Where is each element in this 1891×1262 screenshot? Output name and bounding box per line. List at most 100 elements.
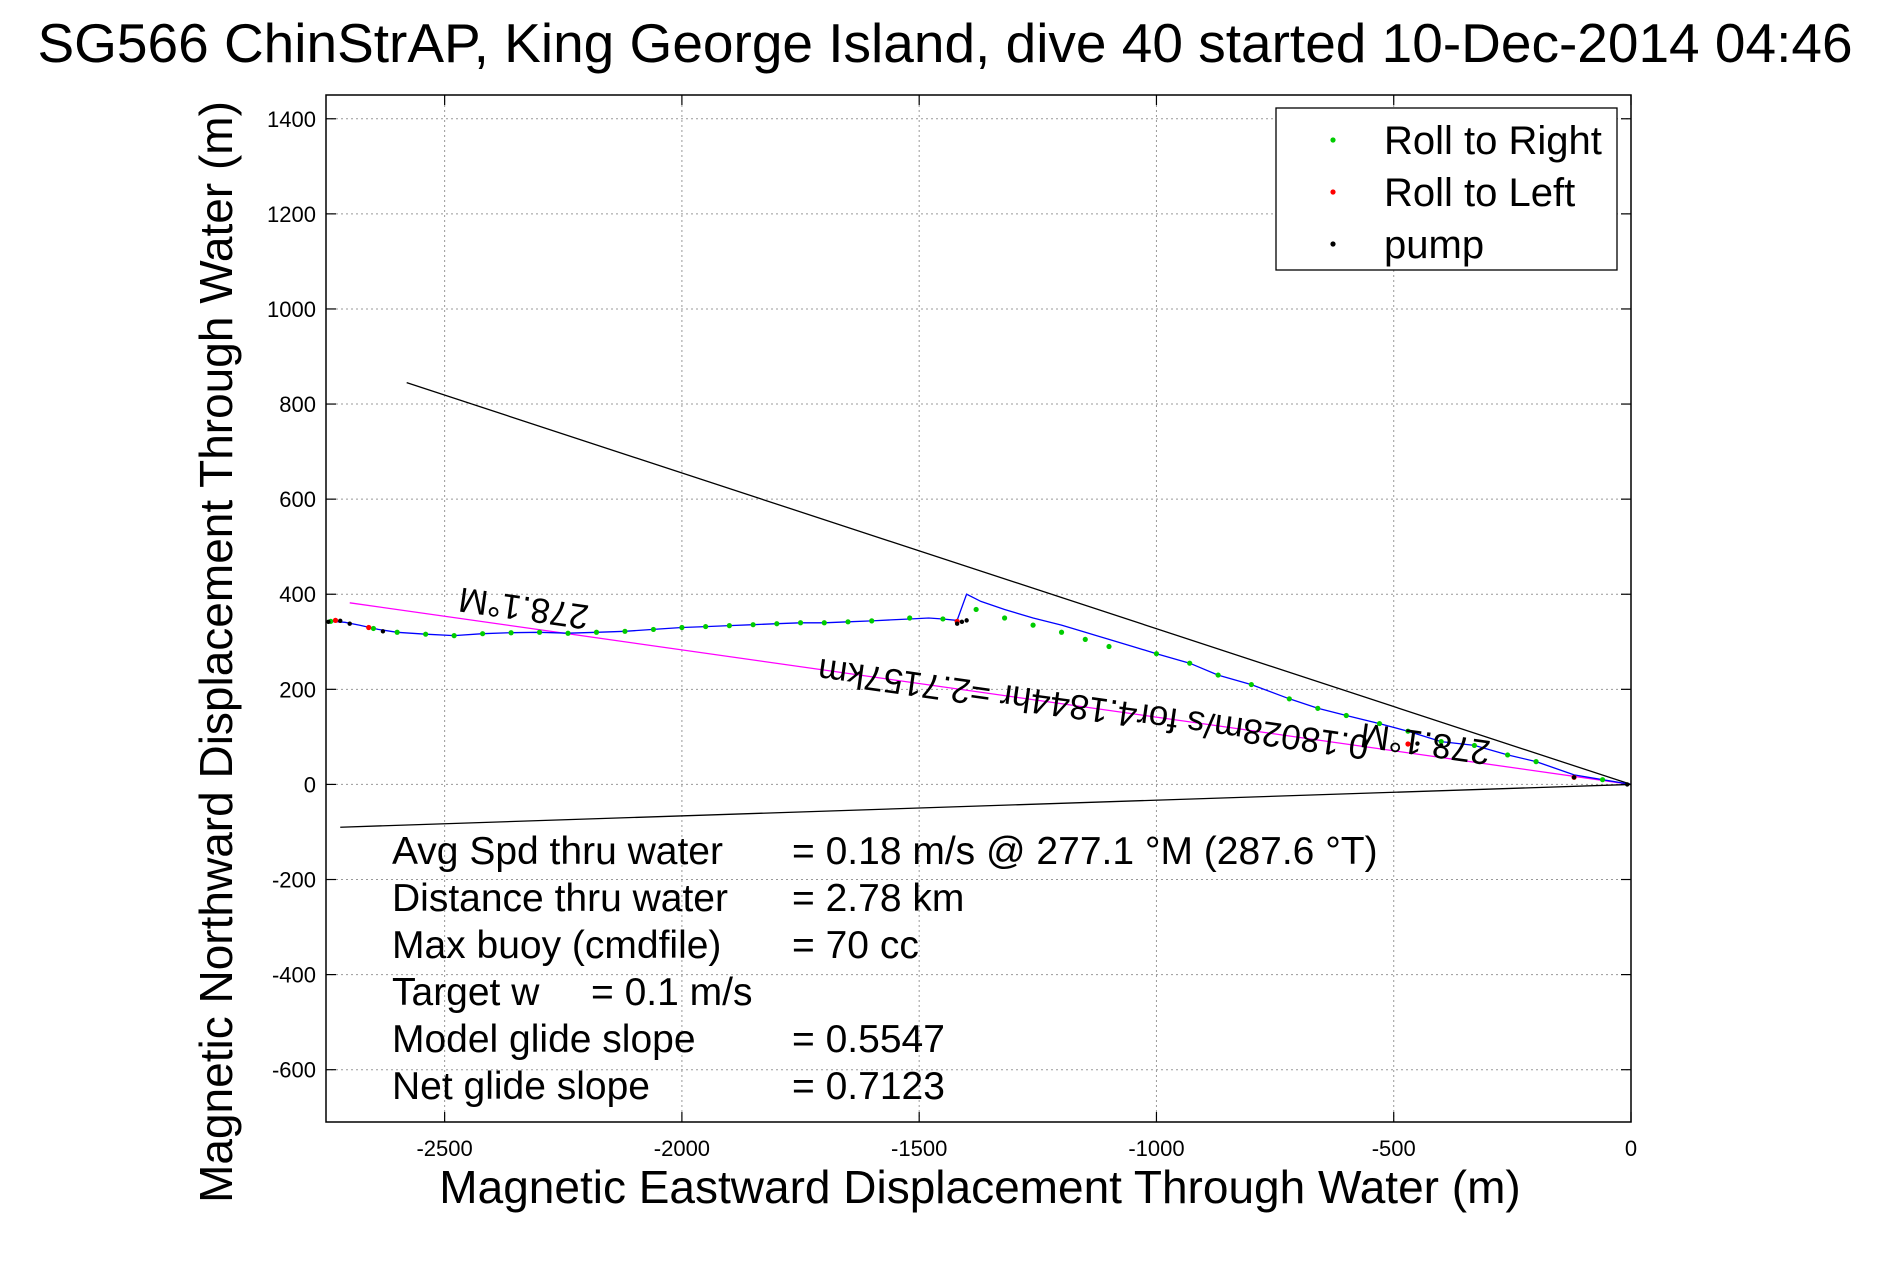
legend-marker bbox=[1330, 189, 1336, 195]
pump-marker bbox=[959, 619, 965, 625]
roll-to-right-marker bbox=[1438, 739, 1444, 745]
roll-to-right-marker bbox=[679, 624, 685, 631]
roll-to-right-marker bbox=[821, 620, 827, 626]
roll-to-right-marker bbox=[593, 629, 600, 635]
roll-to-left-marker bbox=[366, 624, 372, 631]
glider-track-line bbox=[325, 593, 1632, 786]
y-axis-ticks: -600 -400 -200 0 200 400 600 800 1000 1200 1400 bbox=[267, 107, 1631, 1083]
roll-to-right-marker bbox=[869, 618, 875, 624]
heading-annotation-label: 278.1°M bbox=[1358, 715, 1493, 772]
y-tick-label: 0 bbox=[304, 772, 316, 797]
roll-to-right-marker bbox=[1002, 615, 1008, 621]
x-axis-ticks: -2500 -2000 -1500 -1000 -500 0 bbox=[416, 95, 1637, 1161]
roll-to-right-marker bbox=[1533, 758, 1539, 765]
chart-title: SG566 ChinStrAP, King George Island, div… bbox=[37, 12, 1852, 74]
roll-to-right-marker bbox=[394, 629, 400, 635]
roll-to-right-marker bbox=[451, 633, 457, 639]
roll-to-right-marker bbox=[622, 628, 628, 634]
y-tick-label: 600 bbox=[279, 487, 316, 512]
roll-to-left-marker bbox=[1405, 741, 1411, 747]
pump-marker bbox=[954, 621, 960, 626]
x-tick-label: -1500 bbox=[891, 1136, 947, 1161]
roll-to-right-markers bbox=[328, 606, 1606, 783]
legend-entry-label: Roll to Right bbox=[1384, 119, 1602, 163]
roll-to-right-marker bbox=[973, 606, 979, 613]
heading-annotation-label: 278.1°M bbox=[456, 580, 591, 637]
stat-value: = 0.7123 bbox=[792, 1065, 945, 1108]
plot-area-frame bbox=[325, 94, 1632, 1123]
y-tick-label: -400 bbox=[272, 963, 316, 988]
pump-marker bbox=[326, 619, 331, 625]
pump-marker bbox=[1438, 743, 1444, 748]
y-axis-title: Magnetic Northward Displacement Through … bbox=[190, 101, 242, 1203]
stat-value: = 70 cc bbox=[792, 924, 919, 967]
heading-annotation-label: 0.18028m/s for4.1844hr =2.7157km bbox=[815, 651, 1371, 767]
roll-to-right-marker bbox=[703, 623, 709, 630]
roll-to-right-marker bbox=[1376, 720, 1383, 727]
pump-marker bbox=[1571, 775, 1577, 780]
legend-marker bbox=[1330, 241, 1336, 247]
roll-to-right-marker bbox=[1058, 629, 1065, 635]
dive-stats-block: Avg Spd thru water = 0.18 m/s @ 277.1 °M … bbox=[392, 830, 1378, 1108]
stat-label: Avg Spd thru water bbox=[392, 830, 723, 873]
roll-to-right-marker bbox=[907, 615, 913, 621]
roll-to-right-marker bbox=[797, 620, 804, 626]
roll-to-right-marker bbox=[774, 621, 780, 627]
roll-to-right-marker bbox=[1471, 742, 1477, 749]
legend: Roll to Right Roll to Left pump bbox=[1275, 107, 1618, 271]
roll-to-right-marker bbox=[370, 625, 377, 632]
roll-to-right-marker bbox=[1153, 651, 1160, 657]
x-tick-label: -2500 bbox=[416, 1136, 472, 1161]
stat-label: Target w bbox=[392, 971, 540, 1014]
roll-to-right-marker bbox=[1215, 672, 1221, 678]
y-tick-label: -200 bbox=[272, 868, 316, 893]
pump-marker bbox=[380, 629, 386, 634]
roll-to-right-marker bbox=[1286, 696, 1292, 702]
x-tick-label: -500 bbox=[1372, 1136, 1416, 1161]
roll-to-right-marker bbox=[1343, 712, 1349, 719]
stat-label: Max buoy (cmdfile) bbox=[392, 924, 721, 967]
roll-to-right-marker bbox=[845, 619, 851, 625]
roll-to-right-marker bbox=[565, 630, 571, 636]
roll-to-right-marker bbox=[940, 616, 946, 622]
upper-envelope-line bbox=[406, 382, 1632, 786]
roll-to-right-marker bbox=[480, 631, 486, 637]
x-tick-label: 0 bbox=[1625, 1136, 1637, 1161]
roll-to-right-marker bbox=[423, 631, 429, 637]
stat-value: = 0.5547 bbox=[792, 1018, 945, 1061]
stat-label: Net glide slope bbox=[392, 1065, 650, 1108]
roll-to-right-marker bbox=[536, 629, 543, 635]
pump-marker bbox=[1415, 741, 1420, 746]
y-tick-label: 800 bbox=[279, 392, 316, 417]
y-tick-label: 1400 bbox=[267, 107, 316, 132]
pump-marker bbox=[338, 618, 343, 624]
x-axis-title: Magnetic Eastward Displacement Through W… bbox=[439, 1161, 1520, 1213]
legend-marker bbox=[1330, 137, 1336, 143]
stat-value: = 2.78 km bbox=[792, 877, 964, 920]
x-tick-label: -2000 bbox=[654, 1136, 710, 1161]
roll-to-right-marker bbox=[1187, 660, 1193, 666]
roll-to-right-marker bbox=[726, 623, 732, 629]
stat-value: = 0.1 m/s bbox=[591, 971, 752, 1014]
roll-to-right-marker bbox=[650, 626, 657, 633]
stat-label: Model glide slope bbox=[392, 1018, 696, 1061]
pump-markers bbox=[326, 618, 1630, 787]
x-tick-label: -1000 bbox=[1128, 1136, 1184, 1161]
roll-to-right-marker bbox=[1505, 752, 1511, 758]
roll-to-right-marker bbox=[1599, 777, 1606, 783]
roll-to-right-marker bbox=[1405, 728, 1411, 734]
roll-to-right-marker bbox=[1106, 643, 1112, 650]
roll-to-right-marker bbox=[750, 622, 756, 628]
y-tick-label: 1200 bbox=[267, 202, 316, 227]
y-tick-label: -600 bbox=[272, 1058, 316, 1083]
roll-to-right-marker bbox=[1315, 705, 1321, 711]
roll-to-right-marker bbox=[1082, 636, 1088, 643]
roll-to-right-marker bbox=[508, 630, 514, 636]
y-tick-label: 1000 bbox=[267, 297, 316, 322]
roll-to-right-marker bbox=[1030, 622, 1036, 628]
pump-marker bbox=[347, 621, 352, 626]
legend-entry-label: pump bbox=[1384, 223, 1484, 267]
y-tick-label: 400 bbox=[279, 582, 316, 607]
pump-marker bbox=[964, 618, 969, 623]
